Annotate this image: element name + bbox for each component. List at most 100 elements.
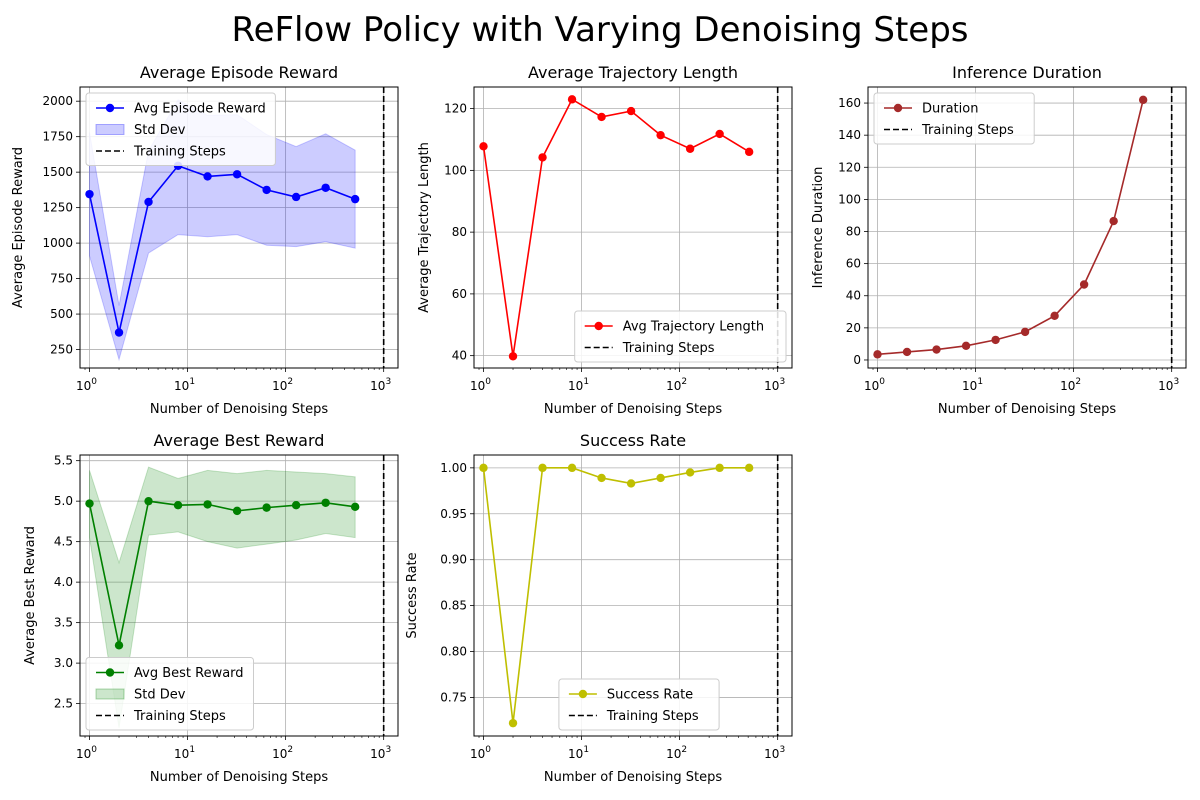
y-axis-label: Success Rate [405,552,420,638]
y-tick-label: 60 [452,287,467,301]
data-point [626,479,636,488]
data-point [350,502,360,512]
data-point [203,500,212,509]
subplot-1: 100 101 102 103 250 500 750 1000 1250 1500 1750 200… [11,63,399,417]
legend-box [85,657,254,731]
x-tick-label: 102 [1060,377,1081,393]
y-tick-label: 100 [444,163,467,177]
data-point [1109,216,1118,226]
data-point [1079,280,1089,289]
data-point [321,498,330,507]
y-tick-label: 5.5 [54,454,73,468]
legend-marker [893,103,903,113]
data-point [656,130,665,140]
x-tick-label: 103 [764,745,785,761]
x-axis-label: Number of Denoising Steps [150,402,328,417]
data-point [902,347,912,357]
data-point [1138,95,1148,105]
data-point [114,328,124,337]
x-tick-label: 102 [666,377,687,393]
figure-title: ReFlow Policy with Varying Denoising Ste… [231,10,969,50]
y-tick-label: 0.90 [440,553,467,567]
y-tick-label: 5.0 [54,494,73,508]
y-tick-label: 4.5 [54,535,73,549]
subplot-title: Average Episode Reward [140,63,338,82]
legend-label: Duration [922,102,978,117]
legend-label: Training Steps [622,341,715,356]
x-tick-label: 100 [470,377,491,393]
data-point [538,463,547,473]
y-tick-label: 3.5 [54,616,73,630]
y-tick-label: 80 [452,225,467,239]
y-tick-label: 120 [838,160,861,174]
y-tick-label: 120 [444,102,467,116]
data-point [715,129,724,139]
series-line [877,99,1144,356]
data-point [567,463,577,473]
data-point [144,197,153,207]
data-point [173,501,183,510]
series-line [482,467,750,724]
axes-frame [79,454,399,737]
legend: Duration Training Steps [873,92,1035,145]
series-line [88,500,356,646]
legend-label: Training Steps [133,145,226,160]
y-tick-label: 3.0 [54,656,73,670]
x-axis-label: Number of Denoising Steps [544,402,722,417]
y-tick-label: 1750 [42,130,73,144]
x-tick-label: 103 [370,377,391,393]
data-point [262,503,271,512]
axes-frame [79,86,399,369]
x-tick-label: 100 [864,377,885,393]
data-point [715,463,724,473]
legend-marker [594,321,603,331]
data-point [291,192,301,202]
data-point [232,170,242,179]
data-point [744,463,754,473]
legend: Avg Trajectory Length Training Steps [574,310,787,363]
subplot-title: Success Rate [580,431,686,450]
legend-label: Std Dev [134,688,186,703]
data-point [873,350,882,359]
data-point [1020,327,1030,337]
x-tick-label: 102 [272,745,293,761]
data-point [262,185,271,195]
y-tick-label: 0.95 [440,507,467,521]
legend-marker [105,103,115,113]
y-tick-label: 140 [838,128,861,142]
series-line [482,98,750,357]
legend-label: Std Dev [134,123,186,138]
legend-box [558,678,720,731]
data-point [350,194,360,204]
legend: Success Rate Training Steps [558,678,720,731]
series-line [88,164,356,333]
legend-box [873,92,1035,145]
data-point [203,172,212,181]
y-tick-label: 60 [846,257,861,271]
data-point [932,345,941,354]
x-axis-label: Number of Denoising Steps [544,770,722,785]
data-point [144,496,153,506]
data-point [85,189,94,199]
y-tick-label: 40 [846,289,861,303]
x-tick-label: 103 [370,745,391,761]
data-point [685,144,695,153]
y-tick-label: 40 [452,349,467,363]
y-tick-label: 750 [50,272,73,286]
y-tick-label: 20 [846,321,861,335]
subplot-3: 100 101 102 103 0 20 40 60 80 100 120 140 160 Inferen… [811,63,1187,417]
legend-label: Avg Best Reward [134,666,244,681]
y-axis-label: Average Best Reward [23,526,38,665]
subplot-2: 100 101 102 103 40 60 80 100 120 Average Trajecto… [417,63,793,417]
x-tick-label: 101 [174,377,195,393]
x-tick-label: 102 [666,745,687,761]
subplot-title: Inference Duration [952,63,1102,82]
x-tick-label: 102 [272,377,293,393]
data-point [991,335,1000,345]
legend-marker [578,689,588,699]
x-tick-label: 100 [76,745,97,761]
y-tick-label: 0.85 [440,599,467,613]
data-point [232,506,242,516]
data-point [479,463,488,473]
